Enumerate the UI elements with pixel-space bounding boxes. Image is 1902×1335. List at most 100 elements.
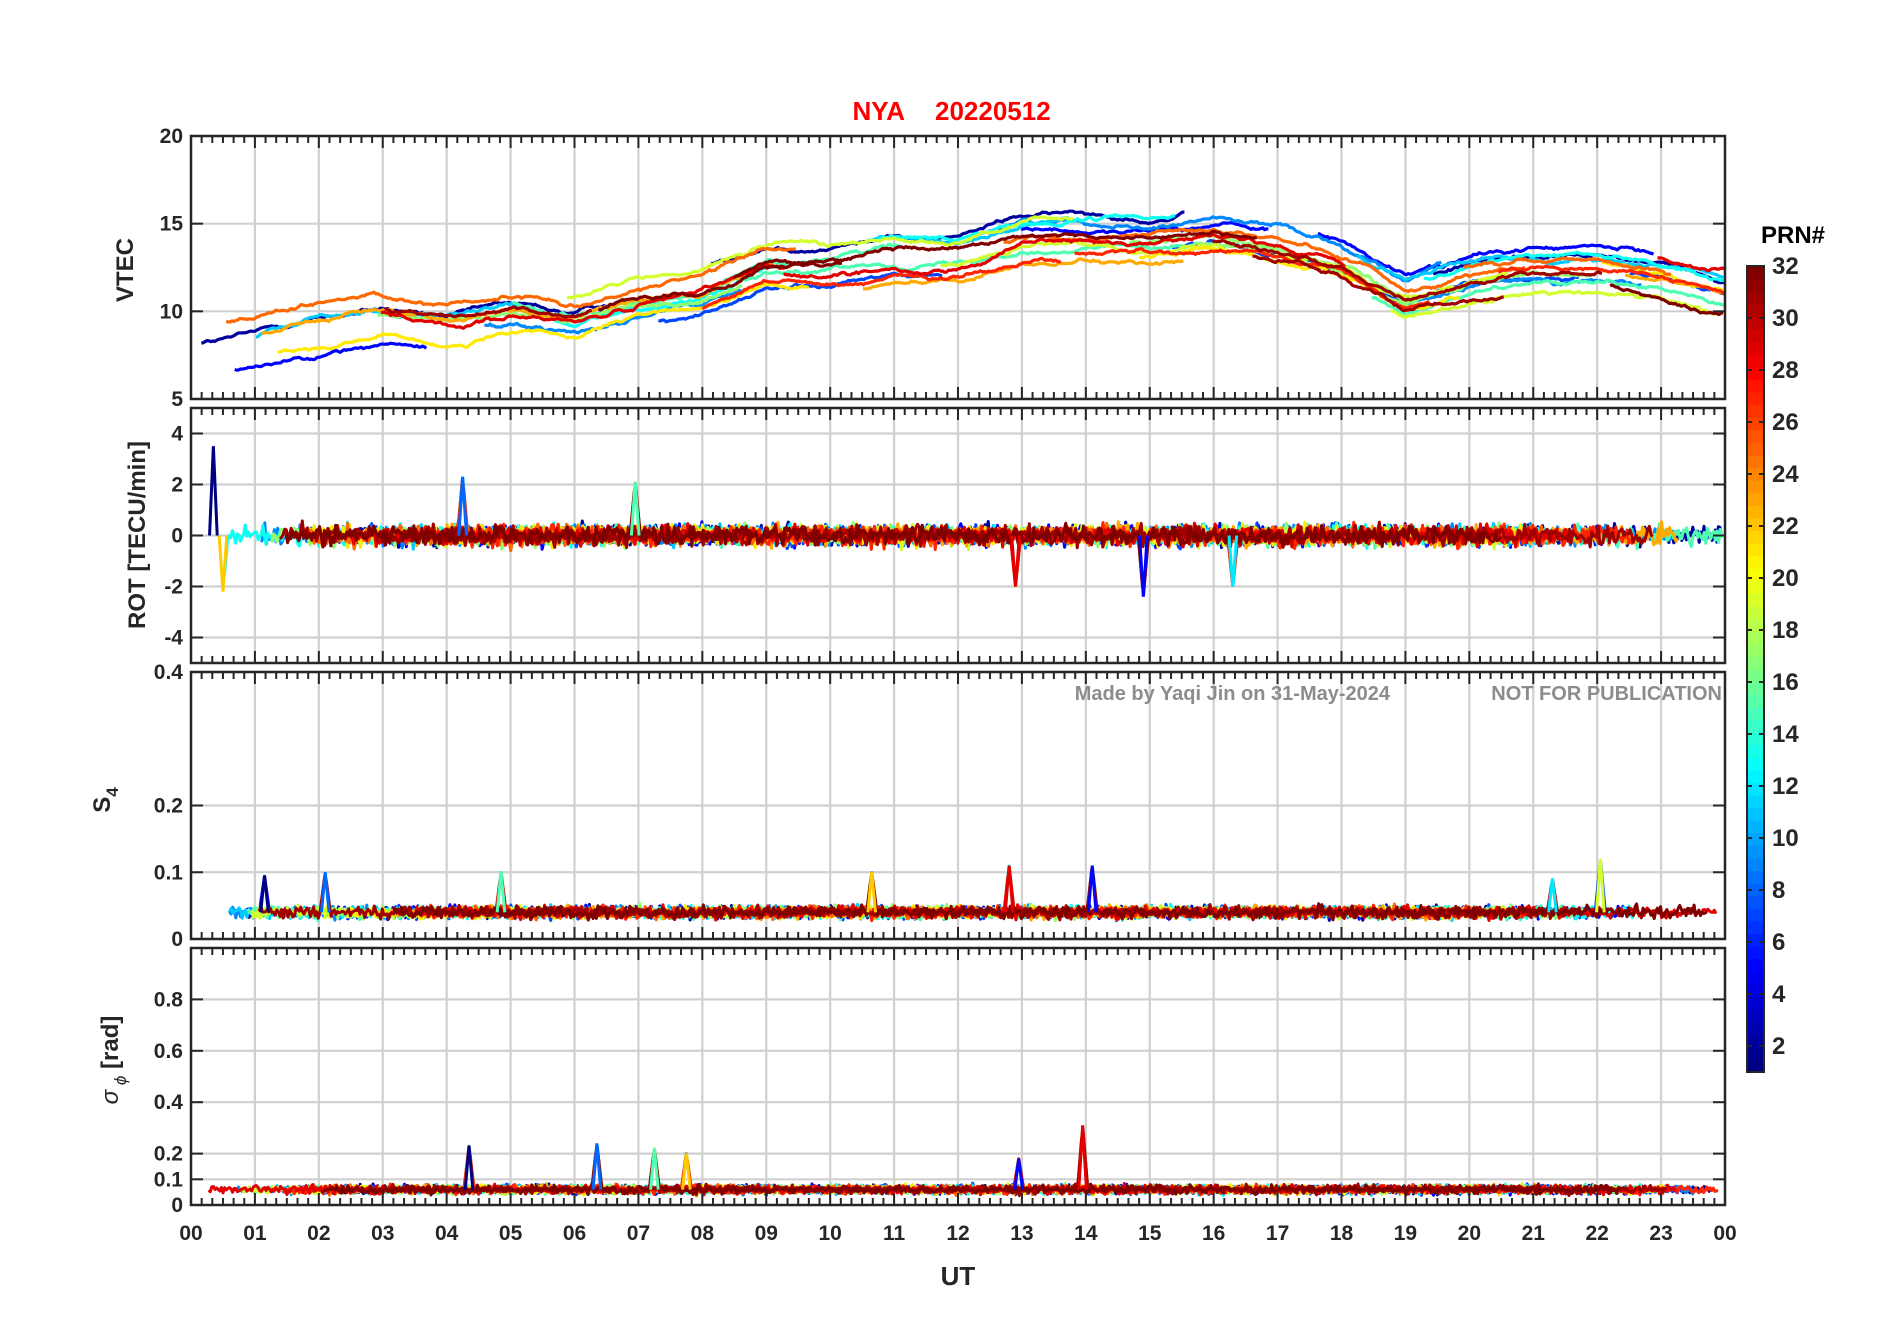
series-line — [320, 1149, 1623, 1197]
peak-mark — [208, 446, 219, 536]
colorbar-tick-label: 18 — [1772, 617, 1799, 644]
vtec-series-line — [1609, 283, 1724, 316]
colorbar-segment — [1747, 618, 1764, 632]
y-tick-label: 20 — [160, 125, 183, 148]
series-line — [392, 874, 1708, 922]
peak-mark — [495, 872, 507, 913]
x-tick-label: 04 — [435, 1222, 459, 1245]
x-tick-label: 02 — [307, 1222, 330, 1245]
colorbar-segment — [1747, 820, 1764, 834]
y-tick-label: 0.2 — [154, 795, 183, 818]
colorbar-segment — [1747, 669, 1764, 683]
peak-mark — [1003, 865, 1015, 913]
colorbar-segment — [1747, 1009, 1764, 1023]
x-tick-label: 12 — [946, 1222, 969, 1245]
colorbar-segment — [1747, 517, 1764, 532]
x-tick-label: 19 — [1394, 1222, 1417, 1245]
peak-mark — [319, 872, 331, 913]
colorbar-tick-label: 20 — [1772, 565, 1799, 592]
peak-mark — [1010, 535, 1021, 587]
colorbar-segment — [1747, 845, 1764, 859]
colorbar-segment — [1747, 895, 1764, 909]
colorbar-segment — [1747, 870, 1764, 884]
colorbar-segment — [1747, 681, 1764, 695]
colorbar-tick-label: 32 — [1772, 253, 1799, 280]
series-group — [208, 446, 1724, 597]
svg-text:σ ϕ [rad]: σ ϕ [rad] — [97, 1016, 130, 1105]
vtec-series-line — [1371, 278, 1725, 317]
colorbar-segment — [1747, 656, 1764, 670]
colorbar-segment — [1747, 442, 1764, 456]
vtec-series-line — [384, 305, 593, 319]
vtec-ylabel: VTEC — [112, 238, 139, 302]
colorbar-segment — [1747, 354, 1764, 368]
colorbar-segment — [1747, 807, 1764, 821]
s4-ylabel: S4 — [89, 787, 122, 813]
peak-mark — [463, 1145, 475, 1190]
colorbar-segment — [1747, 719, 1764, 733]
colorbar-segment — [1747, 757, 1764, 771]
x-tick-label: 09 — [755, 1222, 778, 1245]
peak-mark — [1013, 1158, 1025, 1190]
colorbar-segment — [1747, 857, 1764, 872]
series-group — [207, 1125, 1719, 1198]
y-tick-label: 5 — [171, 388, 183, 411]
peak-mark — [591, 1143, 603, 1190]
x-tick-label: 00 — [1713, 1222, 1736, 1245]
x-tick-label: 11 — [883, 1222, 906, 1245]
y-tick-label: 10 — [160, 300, 183, 323]
colorbar-segment — [1747, 303, 1764, 317]
x-tick-label: 07 — [627, 1222, 650, 1245]
colorbar-segment — [1747, 1046, 1764, 1061]
colorbar-segment — [1747, 404, 1764, 418]
colorbar-segment — [1747, 417, 1764, 431]
y-tick-label: -2 — [164, 576, 183, 599]
colorbar-segment — [1747, 454, 1764, 469]
figure-title-station: NYA — [852, 96, 905, 126]
colorbar-segment — [1747, 769, 1764, 783]
colorbar-segment — [1747, 706, 1764, 720]
colorbar-segment — [1747, 794, 1764, 809]
vtec-series-line — [225, 246, 797, 324]
colorbar-segment — [1747, 920, 1764, 935]
vtec-series-line — [566, 215, 1074, 300]
colorbar-frame — [1746, 265, 1765, 1073]
colorbar-segment — [1747, 480, 1764, 494]
x-tick-label: 20 — [1458, 1222, 1481, 1245]
series-group — [228, 858, 1718, 923]
colorbar-segment — [1747, 832, 1764, 846]
x-tick-label: 16 — [1202, 1222, 1225, 1245]
y-tick-label: 0 — [171, 525, 183, 548]
x-axis-label: UT — [941, 1261, 976, 1291]
colorbar-tick-label: 16 — [1772, 669, 1799, 696]
peak-mark — [1138, 535, 1149, 597]
colorbar-segment — [1747, 593, 1764, 607]
colorbar-segment — [1747, 530, 1764, 544]
y-tick-label: 0.4 — [154, 661, 184, 684]
colorbar-segment — [1747, 744, 1764, 758]
vtec-series-line — [1498, 264, 1725, 296]
colorbar-segment — [1747, 883, 1764, 897]
colorbar-tick-label: 24 — [1772, 461, 1799, 488]
colorbar-tick-label: 26 — [1772, 409, 1799, 436]
colorbar-segment — [1747, 366, 1764, 380]
colorbar-segment — [1747, 505, 1764, 519]
vtec-series-line — [732, 229, 1258, 280]
peak-mark — [1086, 865, 1098, 913]
colorbar-segment — [1747, 328, 1764, 343]
colorbar-segment — [1747, 278, 1764, 292]
y-tick-label: -4 — [164, 627, 183, 650]
colorbar-segment — [1747, 580, 1764, 595]
sigma-phi-ylabel: σ ϕ [rad] — [97, 1016, 130, 1105]
y-tick-label: 2 — [171, 474, 183, 497]
colorbar-tick-label: 22 — [1772, 513, 1799, 540]
colorbar-segment — [1747, 266, 1764, 280]
rot-ylabel: ROT [TECU/min] — [124, 441, 151, 629]
colorbar-segment — [1747, 694, 1764, 708]
vtec-series-line — [380, 263, 787, 330]
peak-mark — [1227, 535, 1239, 587]
colorbar-tick-label: 12 — [1772, 773, 1799, 800]
vtec-series-line — [701, 256, 1062, 311]
